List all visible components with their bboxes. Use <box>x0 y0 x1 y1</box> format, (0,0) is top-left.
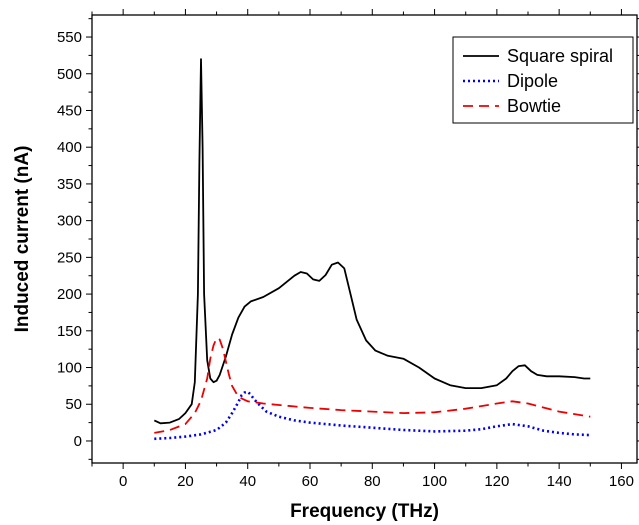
y-tick-label: 250 <box>57 249 82 266</box>
y-tick-label: 300 <box>57 213 82 230</box>
y-tick-label: 0 <box>74 433 82 450</box>
plot-area <box>153 58 591 441</box>
y-tick-label: 400 <box>57 139 82 156</box>
x-tick-label: 100 <box>422 473 447 490</box>
y-tick-label: 150 <box>57 323 82 340</box>
y-tick-label: 350 <box>57 176 82 193</box>
x-tick-label: 80 <box>364 473 381 490</box>
x-tick-label: 60 <box>302 473 319 490</box>
x-tick-label: 20 <box>177 473 194 490</box>
x-tick-label: 0 <box>119 473 127 490</box>
y-axis-title: Induced current (nA) <box>12 146 33 333</box>
y-tick-label: 100 <box>57 360 82 377</box>
legend: Square spiral Dipole Bowtie <box>452 36 634 124</box>
x-axis-ticks: 0 20 40 60 80 100 120 140 160 <box>91 9 634 490</box>
y-tick-label: 200 <box>57 286 82 303</box>
x-tick-label: 160 <box>609 473 634 490</box>
y-axis-ticks: 0 50 100 150 200 250 300 350 400 450 500 550 <box>57 18 639 460</box>
y-tick-label: 450 <box>57 102 82 119</box>
y-tick-label: 500 <box>57 66 82 83</box>
legend-label-square-spiral: Square spiral <box>507 46 613 66</box>
x-axis-title: Frequency (THz) <box>290 501 439 522</box>
series-line-square-spiral <box>153 58 591 425</box>
legend-label-dipole: Dipole <box>507 71 558 91</box>
x-tick-label: 120 <box>484 473 509 490</box>
series-line-dipole <box>154 390 591 441</box>
legend-label-bowtie: Bowtie <box>507 96 561 116</box>
x-tick-label: 140 <box>547 473 572 490</box>
y-tick-label: 550 <box>57 29 82 46</box>
x-tick-label: 40 <box>239 473 256 490</box>
y-tick-label: 50 <box>65 396 82 413</box>
